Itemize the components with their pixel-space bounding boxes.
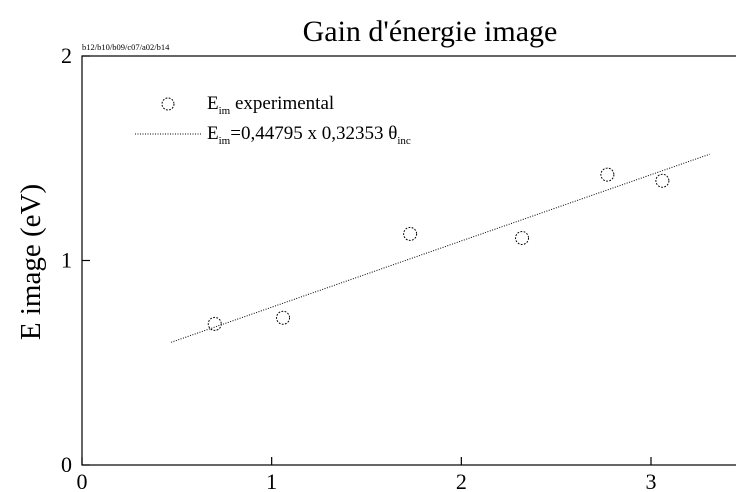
legend-label-fit-sub: im <box>219 135 231 147</box>
x-tick-label: 0 <box>77 469 88 492</box>
legend-item-fit: Eim=0,44795 x 0,32353 θinc <box>135 123 411 147</box>
data-point <box>515 231 530 246</box>
data-point <box>403 226 418 241</box>
legend-label-fit-sub2: inc <box>397 135 411 147</box>
y-tick-label: 2 <box>61 43 72 68</box>
legend-label-experimental-main: E <box>207 93 219 114</box>
x-tick-label: 2 <box>456 469 467 492</box>
chart-tag: b12/b10/b09/c07/a02/b14 <box>82 42 170 52</box>
svg-text:Eim experimental: Eim experimental <box>207 93 334 117</box>
y-tick-label: 0 <box>61 452 72 477</box>
legend-label-experimental-sub: im <box>219 105 231 117</box>
series-layer <box>170 153 710 343</box>
legend-label-fit-main: E <box>207 123 219 144</box>
x-ticks: 0 1 2 3 <box>77 457 657 492</box>
svg-text:Eim=0,44795 x 0,32353 θinc: Eim=0,44795 x 0,32353 θinc <box>207 123 411 147</box>
data-point <box>600 167 615 182</box>
data-point <box>276 310 291 325</box>
plot-frame <box>81 55 736 466</box>
legend: Eim experimental Eim=0,44795 x 0,32353 θ… <box>135 93 411 147</box>
legend-label-fit-rest: =0,44795 x 0,32353 θ <box>230 123 397 144</box>
x-tick-label: 1 <box>266 469 277 492</box>
chart-title: Gain d'énergie image <box>303 15 558 48</box>
y-ticks: 0 1 2 <box>61 43 90 477</box>
y-tick-label: 1 <box>61 248 72 273</box>
data-point <box>207 316 222 331</box>
legend-item-experimental: Eim experimental <box>161 93 334 117</box>
fit-line <box>170 153 710 343</box>
data-point <box>655 173 670 188</box>
y-axis-label: E image (eV) <box>15 184 47 340</box>
legend-marker-open-circle <box>161 97 175 111</box>
x-tick-label: 3 <box>646 469 657 492</box>
legend-label-experimental-rest: experimental <box>230 93 334 114</box>
